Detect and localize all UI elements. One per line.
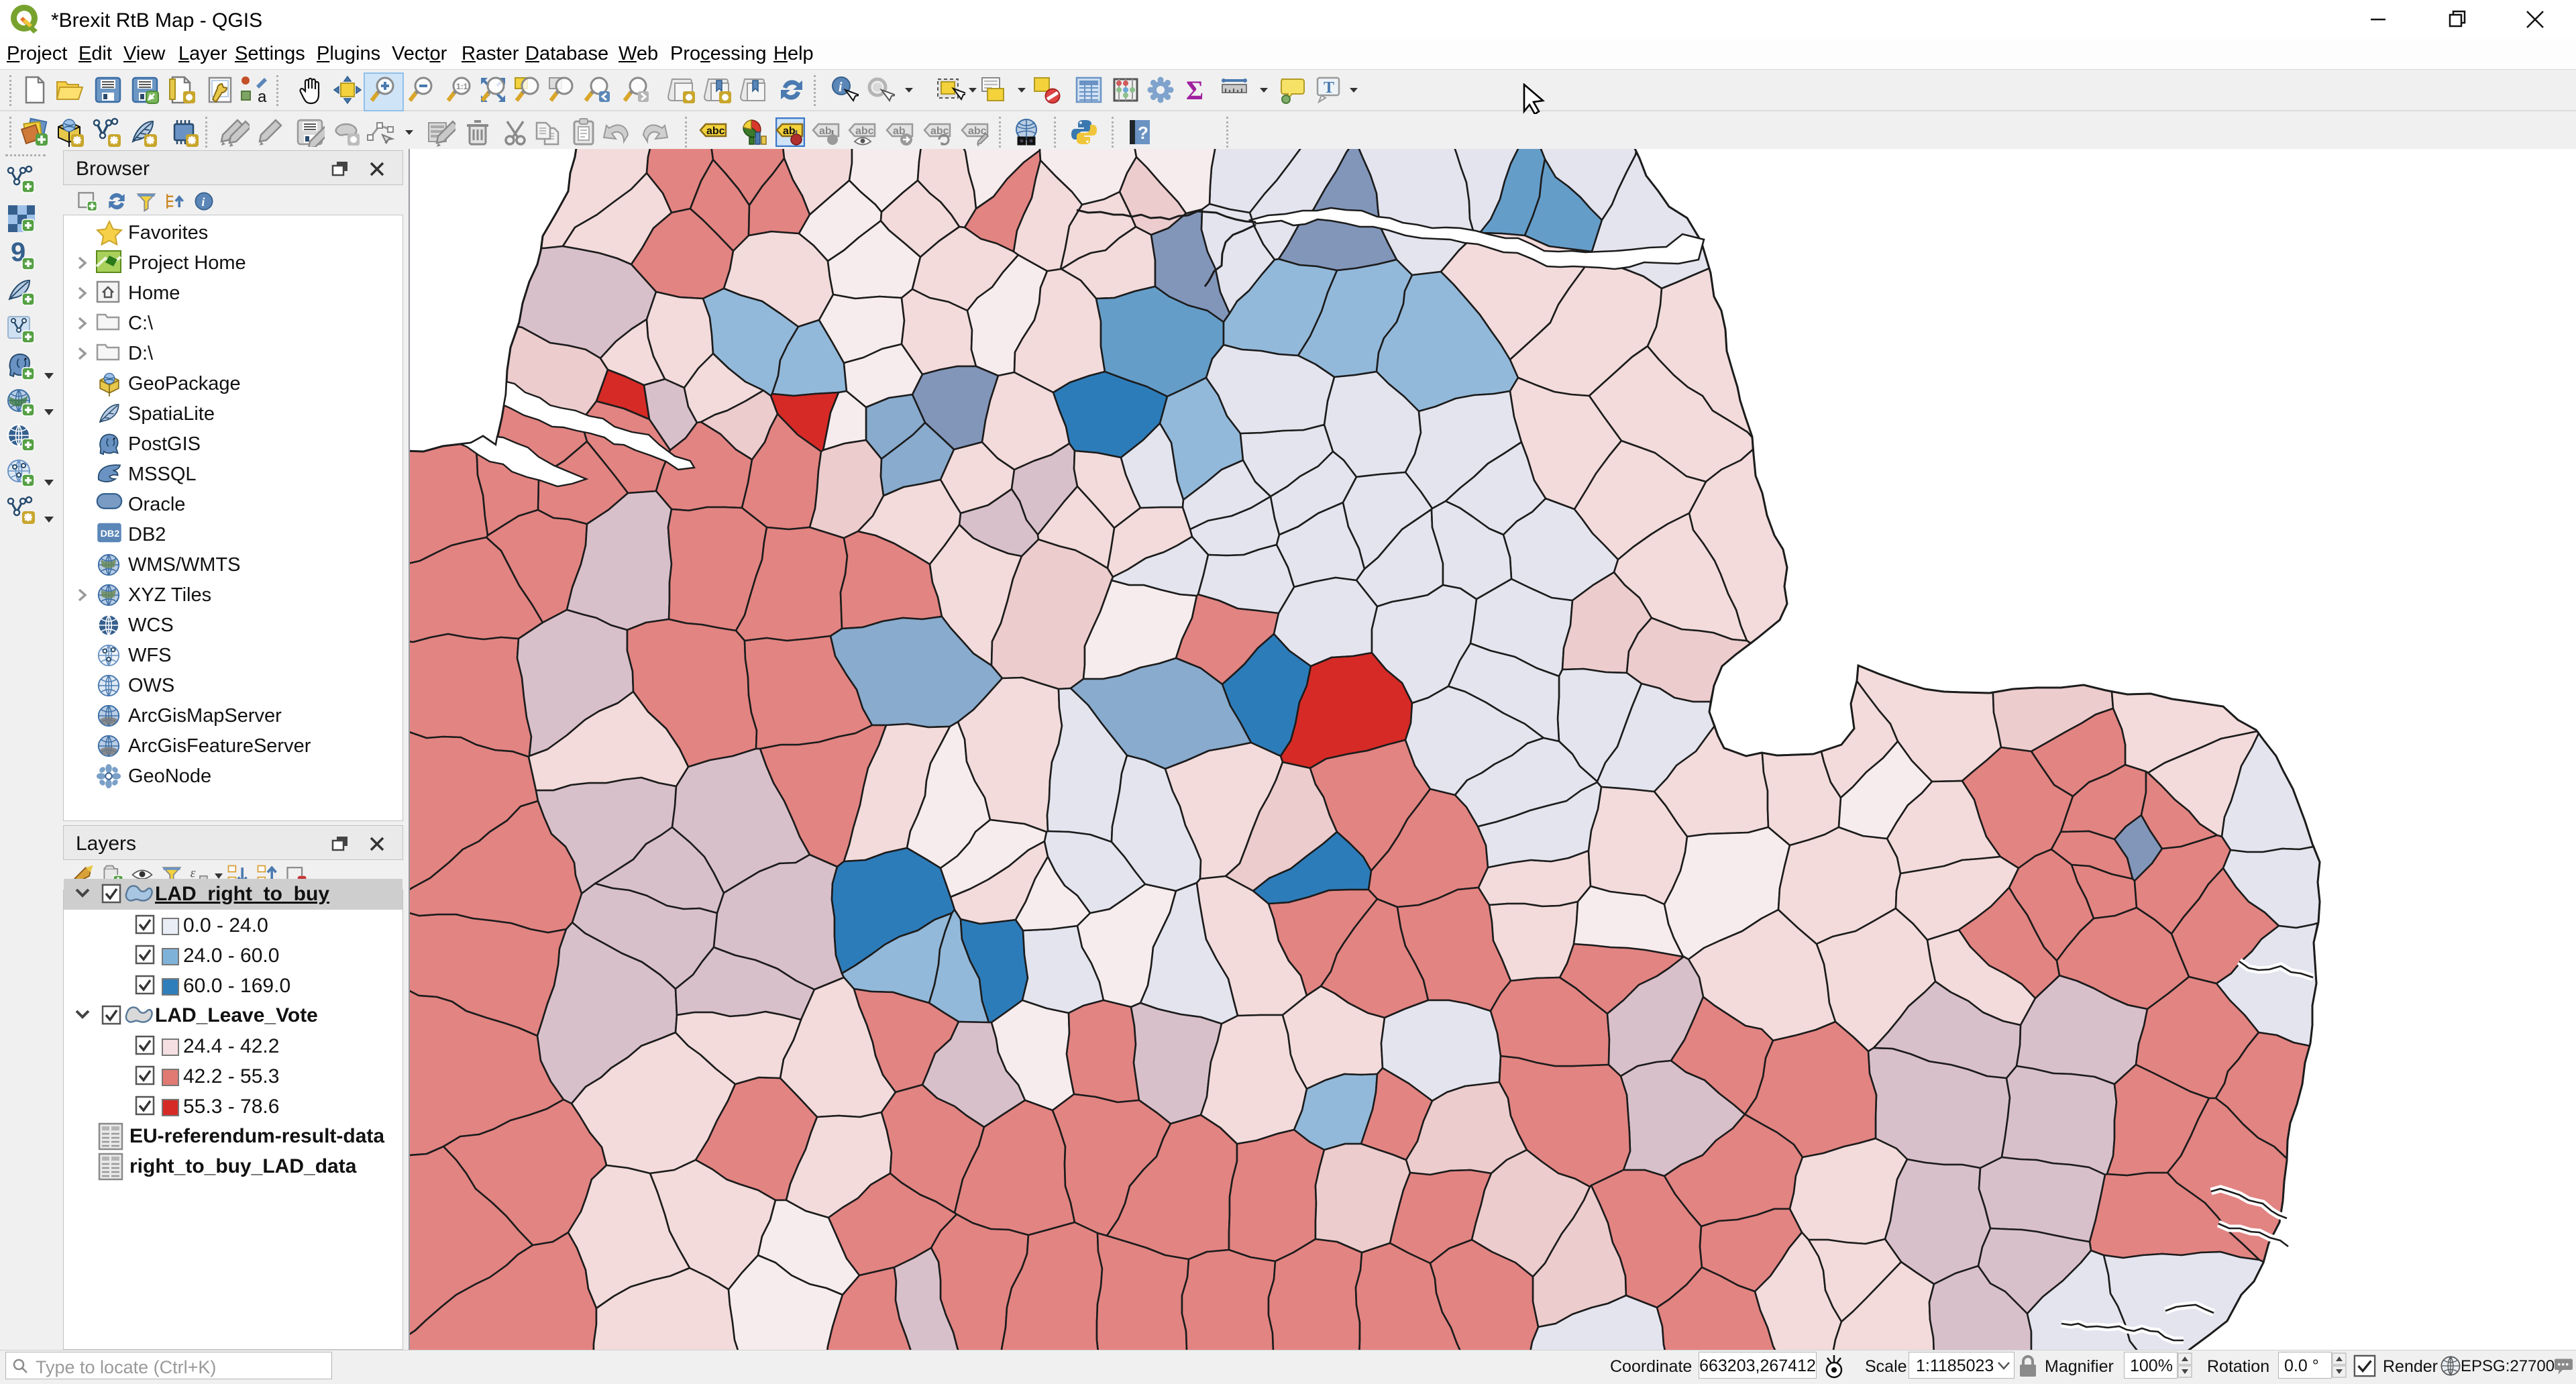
svg-text:abc: abc xyxy=(930,125,949,137)
svg-text:ab: ab xyxy=(783,125,796,137)
svg-text:ε: ε xyxy=(191,866,196,881)
svg-text:abc: abc xyxy=(706,125,725,137)
svg-text:T: T xyxy=(1324,79,1334,97)
svg-text:ab: ab xyxy=(819,125,832,137)
svg-text:?: ? xyxy=(1138,123,1148,143)
svg-text:abc: abc xyxy=(968,125,987,137)
svg-text:i: i xyxy=(839,80,843,95)
svg-text:a: a xyxy=(258,88,267,105)
svg-text:DB2: DB2 xyxy=(101,529,120,539)
svg-text:ab: ab xyxy=(893,125,906,137)
svg-text:Σ: Σ xyxy=(1186,75,1203,105)
svg-text:i: i xyxy=(201,195,205,209)
svg-text:abc: abc xyxy=(855,125,874,137)
svg-text:1:1: 1:1 xyxy=(456,82,468,91)
